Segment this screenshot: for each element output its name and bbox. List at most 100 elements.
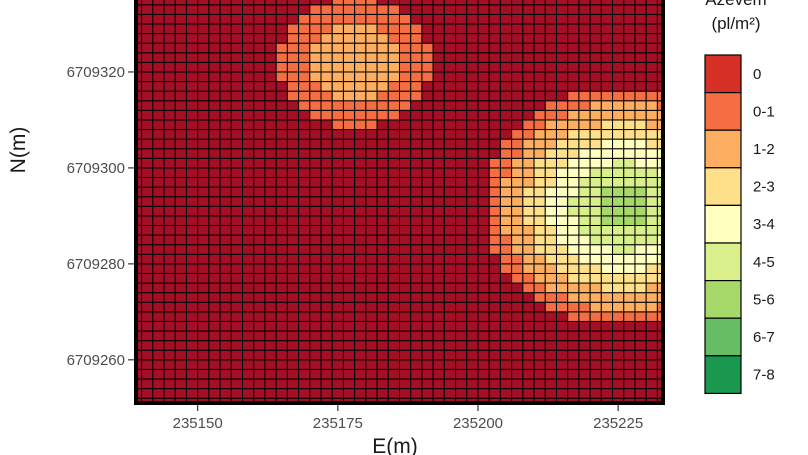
heatmap-cell bbox=[354, 157, 367, 169]
heatmap-cell bbox=[567, 148, 580, 159]
heatmap-cell bbox=[197, 157, 210, 169]
y-axis-title: N(m) bbox=[7, 127, 30, 174]
heatmap-cell bbox=[522, 388, 535, 399]
heatmap-cell bbox=[141, 272, 154, 284]
heatmap-cell bbox=[286, 253, 300, 265]
heatmap-cell bbox=[208, 157, 221, 169]
heatmap-cell bbox=[387, 301, 400, 313]
heatmap-cell bbox=[320, 234, 333, 246]
heatmap-cell bbox=[185, 311, 199, 322]
heatmap-cell bbox=[152, 23, 165, 35]
heatmap-cell bbox=[365, 177, 378, 188]
heatmap-cell bbox=[421, 4, 434, 15]
heatmap-cell bbox=[219, 167, 232, 179]
heatmap-cell bbox=[309, 129, 322, 140]
heatmap-cell bbox=[612, 320, 625, 332]
heatmap-cell bbox=[275, 311, 288, 322]
heatmap-cell bbox=[555, 148, 569, 159]
heatmap-cell bbox=[286, 100, 300, 111]
heatmap-cell bbox=[645, 205, 658, 217]
heatmap-cell bbox=[197, 388, 210, 399]
heatmap-cell bbox=[455, 224, 468, 236]
heatmap-cell bbox=[634, 301, 647, 313]
heatmap-cell bbox=[488, 52, 501, 63]
heatmap-cell bbox=[522, 224, 535, 236]
heatmap-cell bbox=[163, 167, 176, 179]
heatmap-cell bbox=[230, 71, 244, 83]
heatmap-cell bbox=[331, 71, 344, 83]
heatmap-cell bbox=[354, 340, 367, 351]
heatmap-cell bbox=[555, 42, 569, 54]
heatmap-cell bbox=[533, 224, 546, 236]
heatmap-cell bbox=[511, 138, 524, 150]
heatmap-cell bbox=[331, 90, 344, 102]
heatmap-cell bbox=[522, 359, 535, 370]
heatmap-cell bbox=[623, 119, 636, 131]
heatmap-cell bbox=[634, 215, 647, 226]
heatmap-cell bbox=[185, 234, 199, 246]
heatmap-cell bbox=[264, 311, 277, 322]
heatmap-cell bbox=[197, 378, 210, 390]
heatmap-cell bbox=[477, 272, 490, 284]
heatmap-cell bbox=[387, 100, 400, 111]
heatmap-cell bbox=[141, 129, 154, 140]
heatmap-cell bbox=[612, 0, 625, 6]
heatmap-cell bbox=[410, 157, 423, 169]
heatmap-cell bbox=[185, 148, 199, 159]
heatmap-cell bbox=[522, 368, 535, 380]
heatmap-cell bbox=[567, 186, 580, 198]
heatmap-cell bbox=[578, 282, 591, 294]
heatmap-cell bbox=[477, 253, 490, 265]
heatmap-cell bbox=[242, 330, 255, 342]
heatmap-cell bbox=[387, 109, 400, 121]
heatmap-cell bbox=[589, 368, 602, 380]
heatmap-cell bbox=[354, 138, 367, 150]
heatmap-cell bbox=[421, 109, 434, 121]
heatmap-cell bbox=[185, 282, 199, 294]
heatmap-cell bbox=[443, 311, 457, 322]
heatmap-cell bbox=[555, 292, 569, 303]
heatmap-cell bbox=[275, 157, 288, 169]
heatmap-cell bbox=[309, 234, 322, 246]
heatmap-cell bbox=[544, 330, 557, 342]
heatmap-cell bbox=[612, 311, 625, 322]
heatmap-cell bbox=[612, 224, 625, 236]
heatmap-cell bbox=[197, 119, 210, 131]
heatmap-cell bbox=[669, 341, 680, 351]
heatmap-cell bbox=[219, 52, 232, 63]
heatmap-cell bbox=[185, 215, 199, 226]
heatmap-cell bbox=[309, 138, 322, 150]
heatmap-cell bbox=[365, 368, 378, 380]
heatmap-cell bbox=[432, 215, 445, 226]
heatmap-cell bbox=[197, 349, 210, 361]
heatmap-cell bbox=[499, 378, 513, 390]
heatmap-cell bbox=[365, 301, 378, 313]
heatmap-cell bbox=[477, 177, 490, 188]
heatmap-cell bbox=[634, 340, 647, 351]
heatmap-cell bbox=[432, 301, 445, 313]
heatmap-cell bbox=[141, 378, 154, 390]
heatmap-cell bbox=[555, 4, 569, 15]
heatmap-cell bbox=[174, 244, 187, 255]
heatmap-cell bbox=[612, 282, 625, 294]
heatmap-cell bbox=[365, 196, 378, 207]
heatmap-cell bbox=[499, 81, 513, 92]
heatmap-cell bbox=[152, 109, 165, 121]
heatmap-cell bbox=[208, 311, 221, 322]
heatmap-cell bbox=[309, 109, 322, 121]
heatmap-cell bbox=[275, 244, 288, 255]
heatmap-cell bbox=[275, 4, 288, 15]
heatmap-cell bbox=[298, 272, 311, 284]
heatmap-cell bbox=[578, 167, 591, 179]
heatmap-cell bbox=[185, 61, 199, 73]
heatmap-cell bbox=[623, 148, 636, 159]
heatmap-cell bbox=[264, 33, 277, 44]
heatmap-cell bbox=[320, 196, 333, 207]
heatmap-cell bbox=[174, 61, 187, 73]
heatmap-cell bbox=[421, 253, 434, 265]
heatmap-cell bbox=[511, 388, 524, 399]
heatmap-cell bbox=[544, 33, 557, 44]
heatmap-cell bbox=[230, 157, 244, 169]
heatmap-cell bbox=[309, 52, 322, 63]
heatmap-cell bbox=[567, 167, 580, 179]
